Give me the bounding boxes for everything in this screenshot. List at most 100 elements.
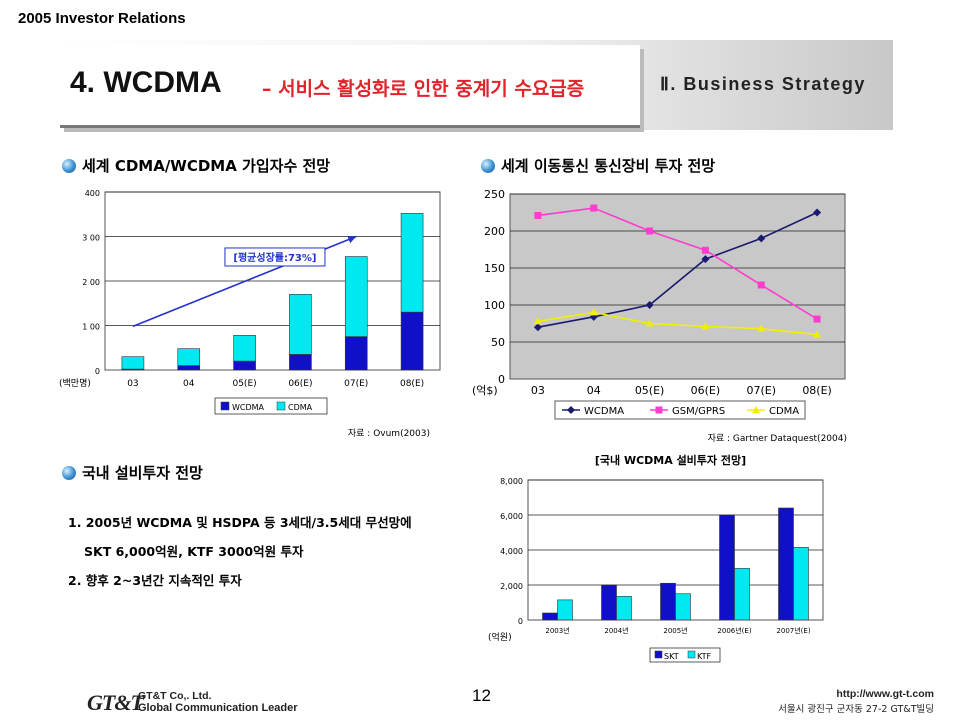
y-unit-label: (백만명) bbox=[59, 378, 91, 389]
bar-wcdma bbox=[177, 365, 201, 371]
y-tick-label: 0 bbox=[95, 367, 100, 376]
bar-ktf bbox=[557, 599, 573, 621]
point bbox=[589, 308, 598, 316]
x-tick-label: 08(E) bbox=[400, 379, 424, 389]
legend-label: WCDMA bbox=[584, 406, 624, 417]
x-tick-label: 2007년(E) bbox=[776, 626, 810, 635]
x-tick-label: 08(E) bbox=[802, 384, 832, 397]
point bbox=[752, 406, 760, 413]
bar-cdma bbox=[400, 213, 424, 313]
plot-area bbox=[509, 193, 846, 380]
legend-box bbox=[649, 647, 721, 663]
legend-swatch bbox=[654, 650, 663, 659]
x-tick-label: 04 bbox=[587, 384, 601, 397]
trend-arrow-head bbox=[347, 235, 357, 244]
bar-skt bbox=[660, 582, 676, 621]
x-tick-label: 07(E) bbox=[746, 384, 776, 397]
point bbox=[646, 227, 654, 235]
bar-skt bbox=[778, 507, 794, 621]
x-tick-label: 2003년 bbox=[545, 626, 569, 635]
bar-cdma bbox=[344, 256, 368, 337]
x-tick-label: 06(E) bbox=[288, 379, 312, 389]
section-label: Ⅱ. Business Strategy bbox=[660, 74, 866, 94]
y-tick-label: 0 bbox=[518, 617, 523, 626]
series-line-wcdma bbox=[537, 211, 818, 328]
point bbox=[813, 330, 822, 338]
point bbox=[701, 246, 709, 254]
bullet-icon bbox=[481, 158, 495, 173]
annotation-box bbox=[224, 247, 326, 267]
chart-source: 자료 : Gartner Dataquest(2004) bbox=[708, 433, 847, 444]
bar-ktf bbox=[675, 593, 691, 621]
legend-label: SKT bbox=[664, 652, 679, 661]
legend-label: WCDMA bbox=[232, 403, 265, 412]
legend-label: CDMA bbox=[288, 403, 313, 412]
y-tick-label: 100 bbox=[484, 299, 505, 312]
y-tick-label: 6,000 bbox=[500, 512, 523, 521]
y-tick-label: 4,000 bbox=[500, 547, 523, 556]
point bbox=[533, 317, 542, 325]
bar-ktf bbox=[793, 547, 809, 621]
bar-wcdma bbox=[289, 354, 312, 371]
y-tick-label: 250 bbox=[484, 188, 505, 201]
chart-source: 자료 : Ovum(2003) bbox=[348, 428, 430, 439]
bullet-icon bbox=[62, 465, 76, 480]
legend-swatch bbox=[276, 401, 286, 411]
point bbox=[567, 406, 575, 414]
bar-skt bbox=[719, 514, 735, 621]
domestic-investment-chart: [국내 WCDMA 설비투자 전망] 0 2,000 4,000 6,000 8,000 2… bbox=[488, 453, 824, 663]
bar-cdma bbox=[177, 348, 201, 366]
domestic-heading: 국내 설비투자 전망 bbox=[62, 462, 203, 483]
point bbox=[701, 322, 710, 330]
company-address: 서울시 광진구 군자동 27-2 GT&T빌딩 bbox=[778, 704, 934, 715]
bullet-icon bbox=[62, 158, 76, 173]
page-number: 12 bbox=[472, 686, 491, 705]
company-logo: GT&T bbox=[87, 690, 144, 715]
bar-cdma bbox=[289, 294, 312, 355]
plan-item: SKT 6,000억원, KTF 3000억원 투자 bbox=[84, 544, 304, 559]
x-tick-label: 2005년 bbox=[663, 626, 687, 635]
equipment-investment-chart: 0 50 100 150 200 250 03 04 05(E) 06(E) 07(E) 08(E) (… bbox=[472, 188, 847, 444]
point bbox=[757, 234, 766, 243]
slide-subtitle: – 서비스 활성화로 인한 중계기 수요급증 bbox=[262, 78, 585, 100]
investment-plan-list: 1. 2005년 WCDMA 및 HSDPA 등 3세대/3.5세대 무선망에 … bbox=[68, 508, 412, 595]
bar-cdma bbox=[233, 334, 256, 362]
company-tagline: Global Communication Leader bbox=[138, 702, 298, 714]
point bbox=[645, 301, 654, 309]
point bbox=[534, 211, 542, 219]
point bbox=[813, 315, 821, 323]
subscribers-heading: 세계 CDMA/WCDMA 가입자수 전망 bbox=[62, 155, 330, 176]
legend-label: CDMA bbox=[769, 406, 799, 417]
report-label: 2005 Investor Relations bbox=[18, 10, 186, 27]
bar-ktf bbox=[616, 596, 632, 621]
point bbox=[701, 255, 710, 264]
company-name: GT&T Co,. Ltd. bbox=[138, 690, 212, 702]
y-tick-label: 200 bbox=[484, 225, 505, 238]
bar-cdma bbox=[121, 356, 145, 370]
y-tick-label: 150 bbox=[484, 262, 505, 275]
point bbox=[757, 324, 766, 332]
domestic-heading-text: 국내 설비투자 전망 bbox=[82, 464, 203, 482]
plan-item: 2. 향후 2~3년간 지속적인 투자 bbox=[68, 573, 242, 588]
slide-title: 4. WCDMA bbox=[70, 66, 222, 99]
growth-annotation: [평균성장률:73%] bbox=[233, 251, 316, 264]
y-tick-label: 400 bbox=[85, 189, 100, 198]
bar-wcdma bbox=[233, 360, 256, 371]
bar-ktf bbox=[734, 568, 750, 621]
point bbox=[645, 319, 654, 327]
x-tick-label: 04 bbox=[183, 379, 195, 389]
x-tick-label: 05(E) bbox=[635, 384, 665, 397]
legend-label: KTF bbox=[697, 652, 712, 661]
legend-box bbox=[554, 400, 806, 420]
legend-box bbox=[214, 397, 328, 415]
y-unit-label: (억$) bbox=[472, 384, 498, 397]
equipment-heading: 세계 이동통신 통신장비 투자 전망 bbox=[481, 155, 715, 176]
company-url[interactable]: http://www.gt-t.com bbox=[836, 688, 934, 700]
point bbox=[757, 281, 765, 289]
y-tick-label: 50 bbox=[491, 336, 505, 349]
x-tick-label: 2004년 bbox=[604, 626, 628, 635]
y-tick-label: 0 bbox=[498, 373, 505, 386]
subscribers-chart: 0 1 00 2 00 3 00 400 03 04 05(E) 06(E) 07(E) 08(E)… bbox=[59, 189, 441, 439]
title-box bbox=[60, 45, 640, 128]
plan-item: 1. 2005년 WCDMA 및 HSDPA 등 3세대/3.5세대 무선망에 bbox=[68, 515, 412, 530]
